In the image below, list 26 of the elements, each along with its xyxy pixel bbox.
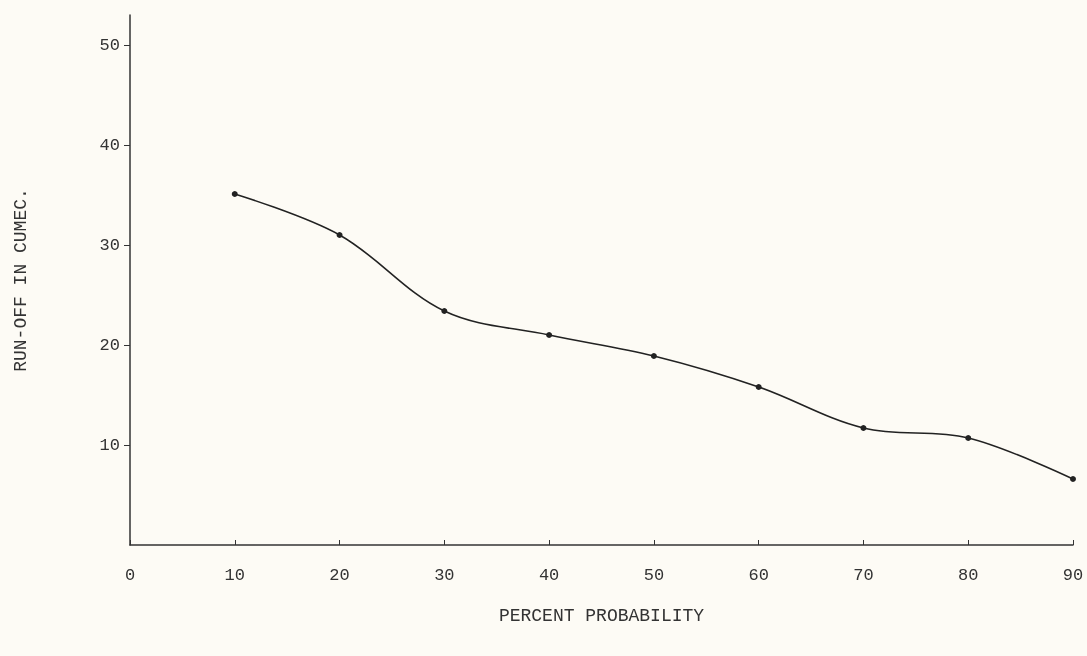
x-tick-label: 40 bbox=[538, 566, 560, 585]
x-tick-label: 80 bbox=[958, 566, 979, 585]
point bbox=[441, 308, 448, 314]
point bbox=[860, 425, 867, 431]
point bbox=[965, 435, 972, 441]
y-tick-label: 20 bbox=[99, 335, 120, 355]
x-tick-label: 90 bbox=[1062, 566, 1084, 585]
y-tick-label: 30 bbox=[99, 235, 120, 255]
x-tick-label: 0 bbox=[124, 566, 136, 585]
point bbox=[336, 232, 343, 238]
point bbox=[755, 384, 762, 390]
y-tick-label: 40 bbox=[99, 135, 120, 155]
x-tick-label: 60 bbox=[748, 566, 769, 585]
point bbox=[650, 353, 657, 359]
point bbox=[546, 332, 553, 338]
x-tick-label: 10 bbox=[224, 566, 245, 585]
point bbox=[231, 191, 238, 197]
x-tick-label: 70 bbox=[853, 566, 874, 585]
x-tick-label: 20 bbox=[329, 566, 350, 585]
y-tick-label: 10 bbox=[99, 435, 120, 455]
x-axis-title: PERCENT PROBABILITY bbox=[498, 606, 705, 626]
y-axis-title: RUN-OFF IN CUMEC. bbox=[11, 188, 31, 372]
x-tick-label: 50 bbox=[643, 566, 665, 585]
y-tick-label: 50 bbox=[99, 35, 120, 55]
x-tick-label: 30 bbox=[434, 566, 455, 585]
point bbox=[1070, 476, 1076, 482]
